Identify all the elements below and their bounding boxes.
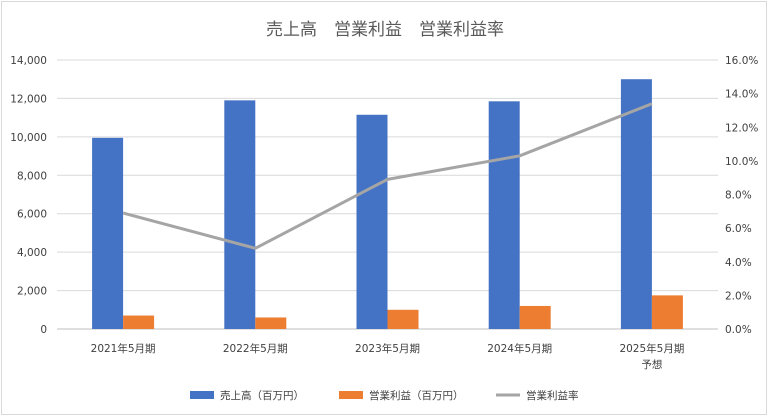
bar-series: [92, 79, 683, 329]
y-right-tick-label: 12.0%: [725, 122, 758, 134]
y-left-tick-label: 14,000: [10, 55, 47, 67]
y-right-tick-label: 16.0%: [725, 55, 758, 67]
x-category-label: 2025年5月期: [619, 342, 684, 355]
y-left-tick-label: 12,000: [10, 93, 47, 105]
y-left-tick-label: 4,000: [17, 247, 47, 259]
y-left-tick-label: 6,000: [17, 209, 47, 221]
bar-operating-profit: [651, 295, 683, 329]
y-left-tick-label: 0: [40, 324, 47, 336]
legend-label: 売上高（百万円）: [220, 389, 304, 402]
line-series: [122, 102, 653, 250]
y-axis-left: 0 2,000 4,000 6,000 8,000 10,000 12,000 14,000: [10, 55, 47, 336]
y-axis-right: 0.0% 2.0% 4.0% 6.0% 8.0% 10.0% 12.0% 14.0% 16.0%: [725, 55, 758, 336]
bar-operating-profit: [123, 315, 155, 329]
bar-operating-profit: [387, 309, 419, 329]
y-left-tick-label: 2,000: [17, 286, 47, 298]
y-right-tick-label: 6.0%: [725, 223, 752, 235]
bar-sales: [488, 101, 520, 329]
legend-label: 営業利益率: [526, 389, 579, 402]
bar-sales: [224, 100, 256, 329]
legend-swatch: [190, 391, 214, 399]
y-right-tick-label: 8.0%: [725, 190, 752, 202]
x-category-label: 2024年5月期: [487, 342, 552, 355]
legend-label: 営業利益（百万円）: [369, 389, 464, 402]
bar-operating-profit: [255, 317, 287, 329]
y-right-tick-label: 2.0%: [725, 290, 752, 302]
bar-sales: [356, 114, 388, 329]
line-operating-margin: [122, 102, 653, 250]
x-category-label: 2021年5月期: [91, 342, 156, 355]
y-left-tick-label: 10,000: [10, 132, 47, 144]
chart-title: 売上高 営業利益 営業利益率: [266, 20, 504, 40]
x-category-label: 2023年5月期: [355, 342, 420, 355]
legend-swatch: [339, 391, 363, 399]
x-category-label: 予想: [641, 358, 662, 371]
x-axis-categories: 2021年5月期 2022年5月期 2023年5月期 2024年5月期 2025年5月期…: [91, 342, 685, 371]
legend: 売上高（百万円） 営業利益（百万円） 営業利益率: [190, 389, 579, 402]
y-right-tick-label: 4.0%: [725, 257, 752, 269]
bar-sales: [92, 137, 124, 329]
x-category-label: 2022年5月期: [223, 342, 288, 355]
y-left-tick-label: 8,000: [17, 170, 47, 182]
bar-sales: [620, 79, 652, 329]
y-right-tick-label: 14.0%: [725, 89, 758, 101]
y-right-tick-label: 10.0%: [725, 156, 758, 168]
y-right-tick-label: 0.0%: [725, 324, 752, 336]
bar-operating-profit: [519, 305, 551, 329]
